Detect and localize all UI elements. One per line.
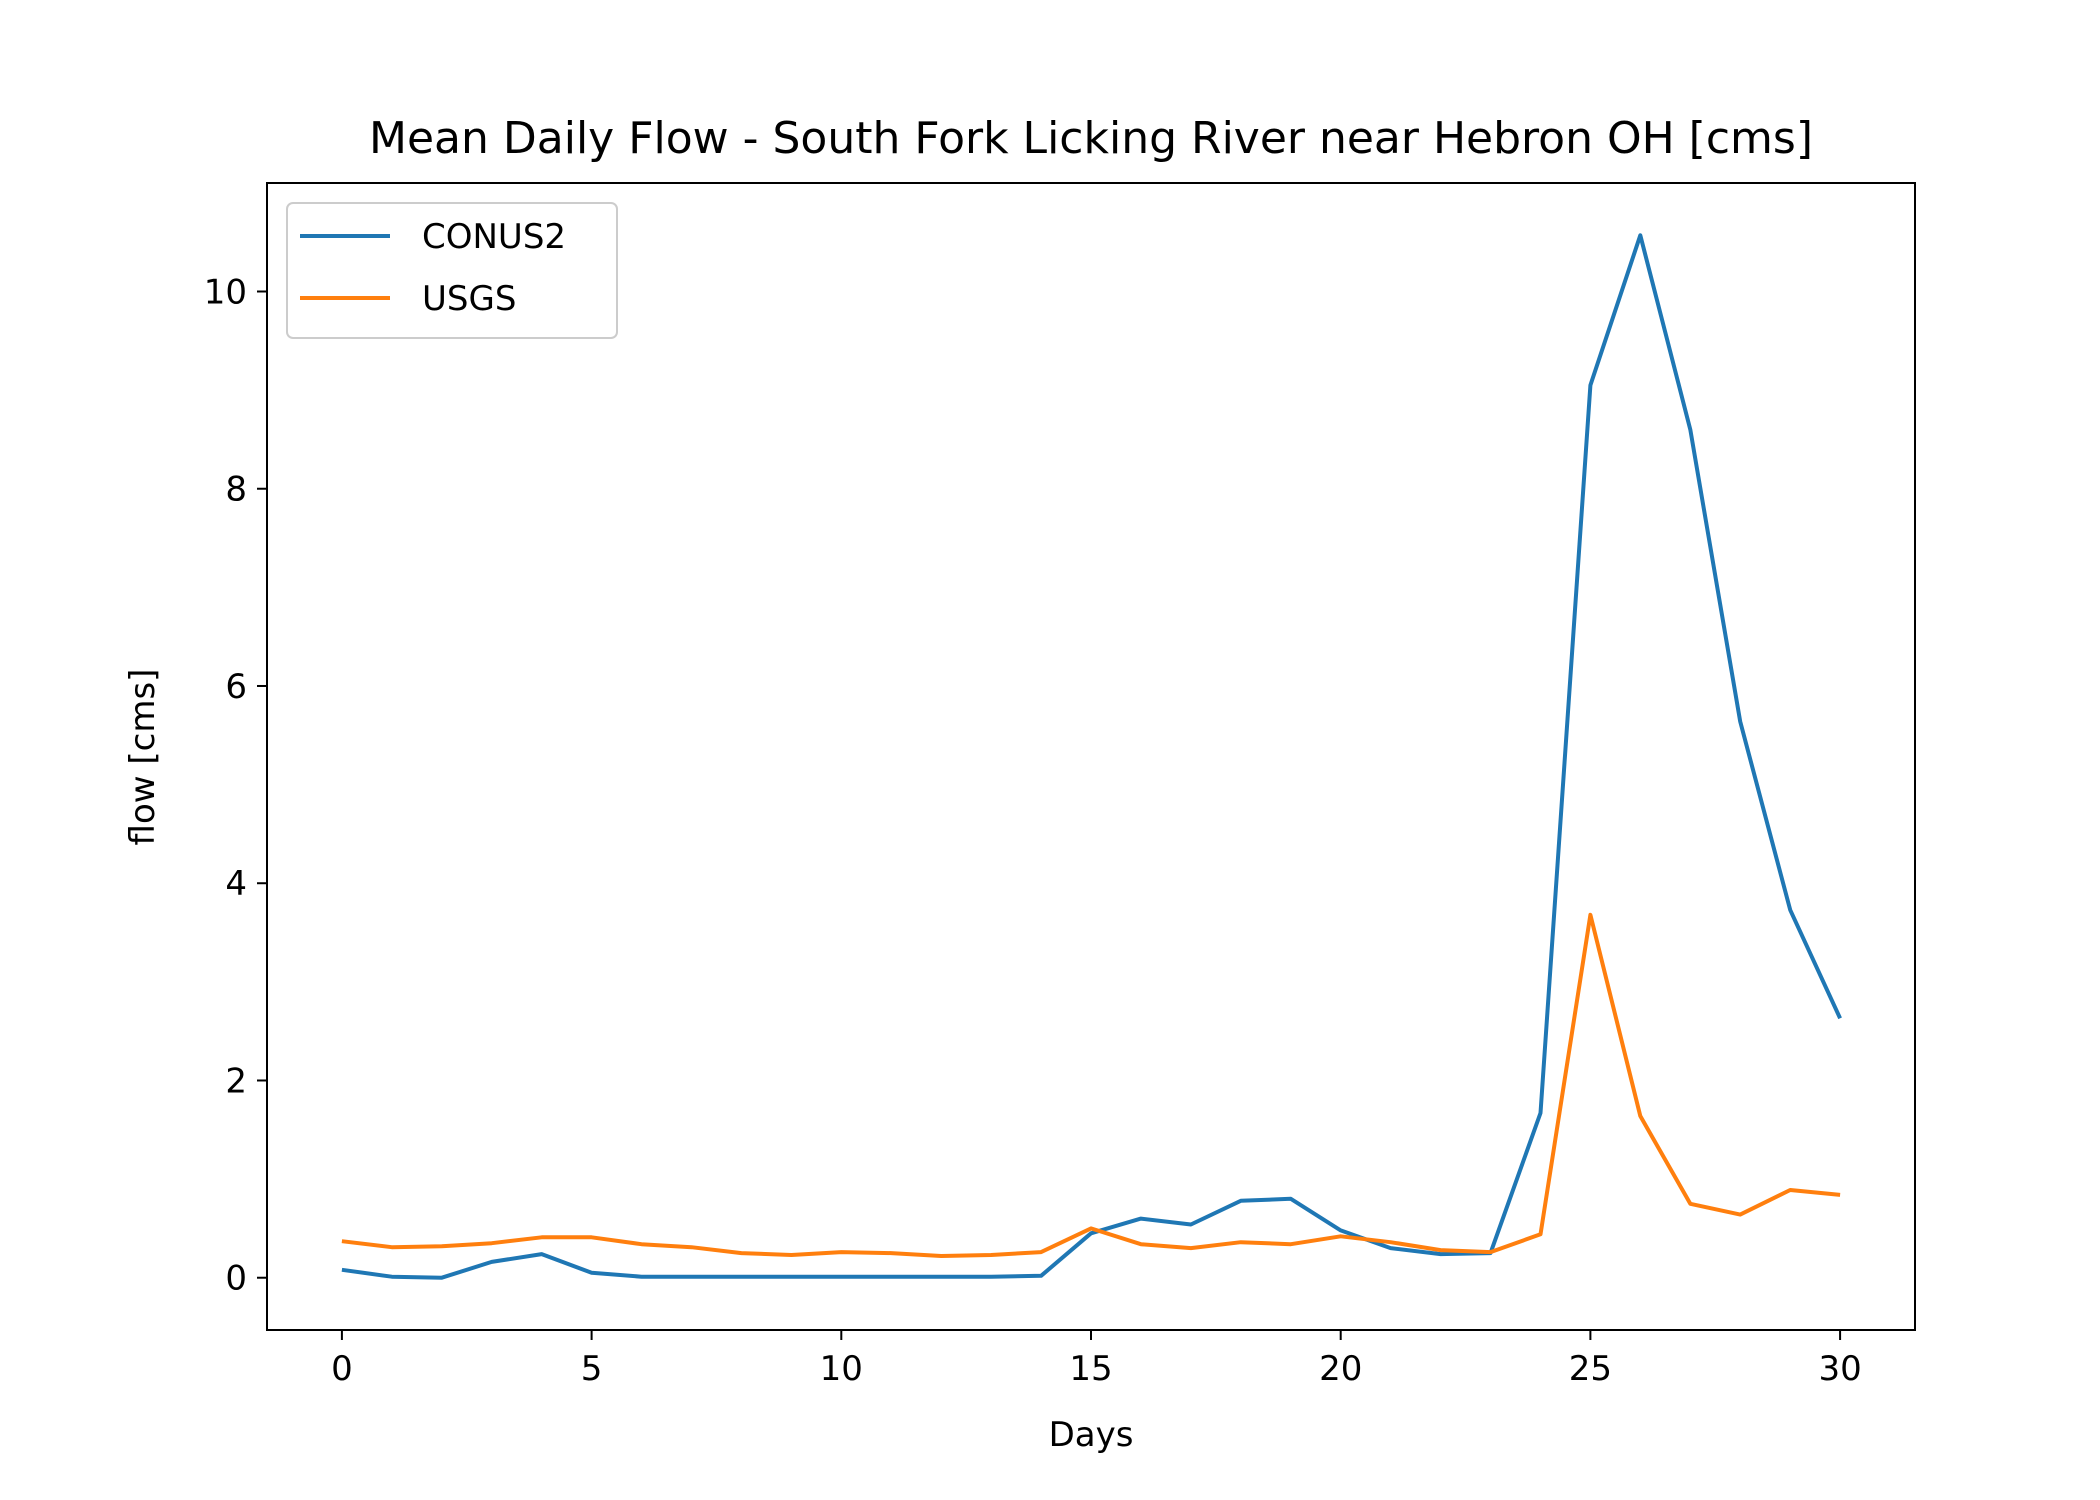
series-line-usgs	[341, 912, 1841, 1258]
x-tick-label: 0	[331, 1349, 353, 1389]
x-tick-label: 20	[1319, 1349, 1362, 1389]
legend-label-usgs: USGS	[422, 279, 516, 319]
x-tick-label: 10	[820, 1349, 863, 1389]
series-line-conus2	[341, 233, 1842, 1280]
y-tick-label: 8	[225, 470, 247, 510]
x-tick-label: 30	[1818, 1349, 1861, 1389]
y-axis-label: flow [cms]	[123, 669, 163, 846]
x-tick-label: 5	[581, 1349, 603, 1389]
chart-title: Mean Daily Flow - South Fork Licking Riv…	[369, 113, 1813, 164]
y-tick-label: 6	[225, 667, 247, 707]
series-lines	[341, 233, 1842, 1280]
y-tick-label: 0	[225, 1259, 247, 1299]
legend-label-conus2: CONUS2	[422, 217, 566, 257]
y-tick-label: 10	[204, 272, 247, 312]
y-tick-label: 2	[225, 1061, 247, 1101]
axis-ticks: 0 5 10 15 20 25 30 0 2 4 6 8 10	[204, 272, 1862, 1389]
x-tick-label: 25	[1569, 1349, 1612, 1389]
y-tick-label: 4	[225, 864, 247, 904]
x-axis-label: Days	[1049, 1415, 1134, 1455]
x-tick-label: 15	[1069, 1349, 1112, 1389]
plot-frame	[266, 182, 1916, 1331]
legend: CONUS2 USGS	[286, 202, 618, 339]
